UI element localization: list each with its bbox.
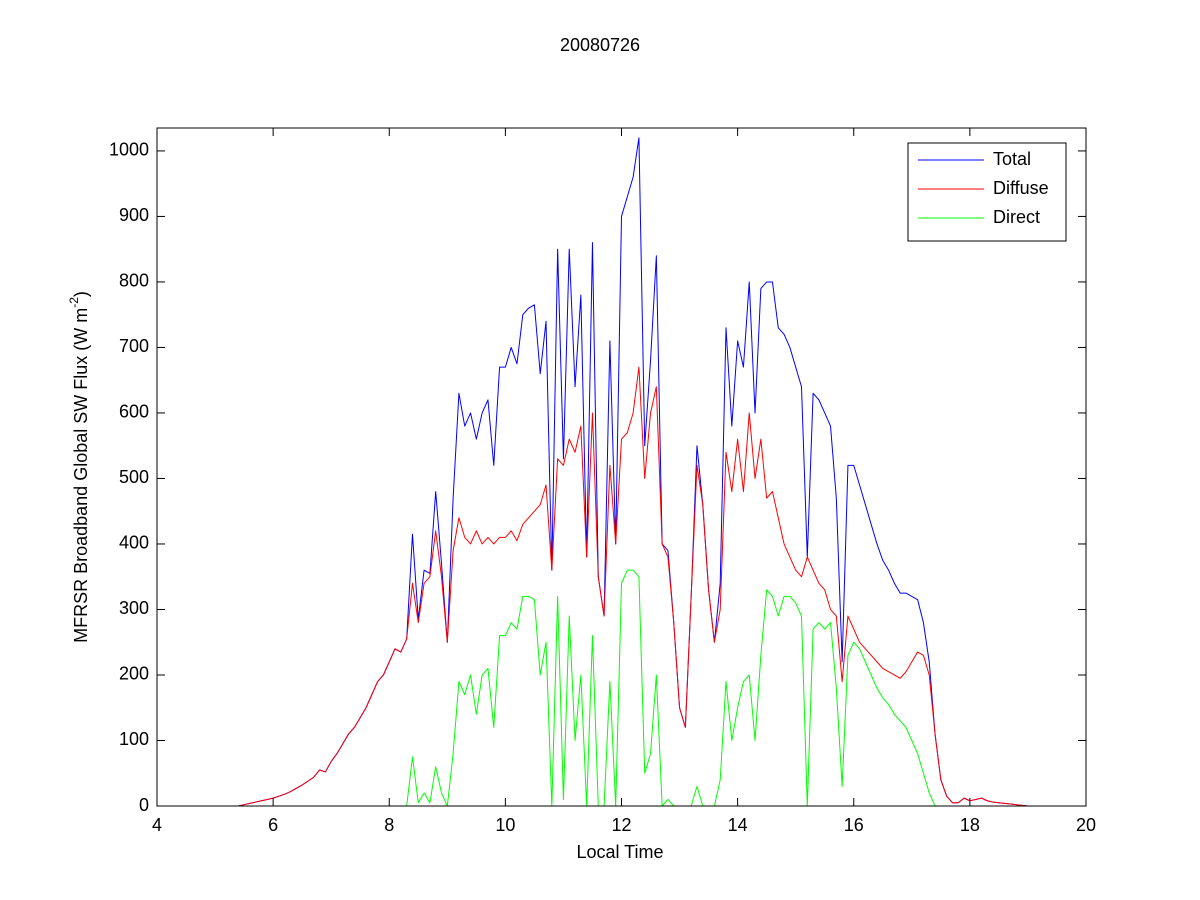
x-tick-label: 12 [611, 815, 631, 835]
x-tick-label: 4 [152, 815, 162, 835]
y-axis-label-superscript: -2 [67, 297, 81, 308]
y-tick-label: 500 [119, 467, 149, 487]
series-line [238, 366, 1040, 807]
x-tick-label: 18 [960, 815, 980, 835]
y-tick-label: 100 [119, 729, 149, 749]
y-tick-label: 800 [119, 271, 149, 291]
y-tick-label: 900 [119, 205, 149, 225]
y-axis-label: MFRSR Broadband Global SW Flux (W m-2) [67, 291, 91, 643]
y-tick-label: 0 [139, 795, 149, 815]
x-tick-label: 6 [268, 815, 278, 835]
x-tick-label: 8 [384, 815, 394, 835]
x-tick-label: 20 [1076, 815, 1096, 835]
legend-box [907, 142, 1067, 242]
y-tick-label: 300 [119, 598, 149, 618]
y-axis-label-end: ) [71, 291, 91, 297]
y-tick-label: 400 [119, 533, 149, 553]
legend: Total Diffuse Direct [907, 142, 1067, 242]
chart-title: 20080726 [560, 35, 640, 55]
legend-label: Direct [993, 207, 1040, 227]
y-tick-label: 1000 [109, 140, 149, 160]
legend-label: Total [993, 149, 1031, 169]
y-tick-label: 600 [119, 402, 149, 422]
x-tick-label: 10 [495, 815, 515, 835]
y-tick-label: 700 [119, 336, 149, 356]
x-tick-label: 14 [728, 815, 748, 835]
y-axis-label-text: MFRSR Broadband Global SW Flux (W m [71, 308, 91, 643]
y-tick-label: 200 [119, 664, 149, 684]
x-axis-label: Local Time [576, 842, 663, 862]
x-tick-label: 16 [844, 815, 864, 835]
legend-label: Diffuse [993, 178, 1049, 198]
